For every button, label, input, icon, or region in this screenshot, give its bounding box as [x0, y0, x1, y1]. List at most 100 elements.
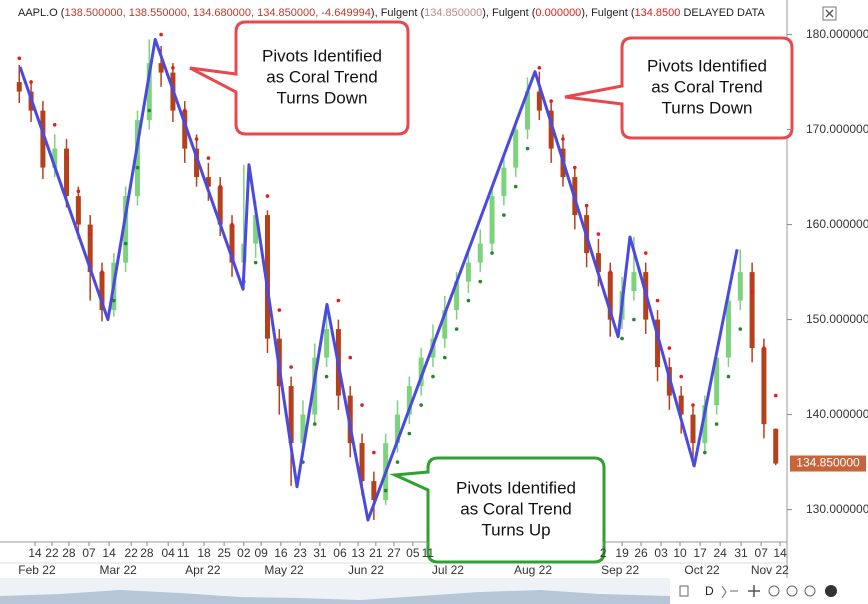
coral-dot: [596, 232, 601, 236]
coral-dot: [549, 99, 553, 103]
coral-dot: [407, 431, 412, 436]
x-tick-label: 07: [82, 546, 96, 560]
candle-body: [40, 110, 46, 168]
coral-dot: [100, 270, 104, 274]
coral-dot: [513, 184, 518, 189]
coral-dot: [691, 403, 695, 407]
coral-dot: [525, 146, 530, 151]
x-tick-label: 05: [406, 546, 420, 560]
coral-dot: [584, 203, 589, 208]
toolbar-icon[interactable]: [679, 585, 689, 597]
callout-text: Turns Down: [661, 98, 752, 117]
candle-body: [678, 395, 684, 415]
candle-body: [52, 148, 58, 168]
x-tick-label: 21: [369, 546, 383, 560]
coral-dot: [454, 327, 459, 331]
y-tick-label: 160.000000: [806, 217, 868, 231]
close-icon: [825, 9, 834, 18]
coral-dot: [726, 374, 731, 379]
header-part: 0.000000: [535, 7, 581, 19]
coral-dot: [383, 488, 388, 493]
coral-dot: [312, 422, 317, 426]
candle-body: [418, 357, 424, 387]
candle-body: [134, 120, 140, 197]
zoom-out[interactable]: [768, 585, 780, 597]
coral-dot: [738, 327, 743, 331]
x-tick-label: 28: [140, 546, 154, 560]
x-tick-label: 18: [197, 546, 211, 560]
callout-box: [189, 20, 410, 136]
toolbar-icon[interactable]: [721, 585, 738, 599]
coral-dot: [714, 422, 719, 426]
candle-body: [607, 272, 613, 320]
x-tick-label: 22: [124, 546, 138, 560]
coral-dot: [632, 317, 636, 322]
coral-dot: [336, 298, 341, 303]
x-tick-label: 17: [693, 546, 707, 560]
x-tick-label: 13: [351, 546, 365, 560]
coral-dot: [194, 137, 199, 141]
coral-dot: [76, 189, 81, 194]
header-part: AAPL.O (: [18, 7, 65, 19]
callout-text: Turns Up: [481, 520, 550, 539]
header-part: 134.8500: [635, 7, 681, 19]
overview-area: [0, 590, 670, 604]
x-tick-label: 24: [714, 546, 728, 560]
header-part: 134.850000: [424, 7, 482, 19]
candle-body: [75, 196, 81, 225]
candle-body: [146, 63, 152, 121]
coral-dot: [348, 355, 353, 360]
header-part: 138.500000, 138.550000, 134.680000, 134.…: [64, 7, 370, 19]
candle-body: [690, 414, 696, 444]
x-tick-label: 09: [254, 546, 268, 560]
coral-dot: [442, 355, 447, 360]
last-price-label: 134.850000: [796, 456, 860, 470]
month-label: Sep 22: [601, 563, 639, 577]
candle-body: [16, 82, 22, 92]
coral-dot: [431, 374, 435, 379]
candle-body: [182, 110, 188, 149]
zoom-in[interactable]: [804, 585, 816, 597]
callout-text: Pivots Identified: [262, 46, 382, 65]
candle-body: [406, 386, 412, 415]
coral-dot: [466, 298, 471, 303]
y-tick-label: 140.000000: [806, 407, 868, 421]
coral-dot: [762, 346, 766, 350]
x-tick-label: 11: [177, 546, 190, 560]
candle-body: [264, 215, 270, 339]
coral-dot: [17, 56, 22, 61]
x-tick-label: 06: [333, 546, 347, 560]
candle-body: [99, 272, 105, 311]
coral-dot: [112, 298, 116, 303]
x-tick-label: 2: [600, 546, 607, 560]
coral-dot: [502, 213, 506, 217]
candle-body: [737, 272, 743, 301]
coral-dot: [64, 156, 69, 160]
candle-body: [513, 129, 519, 168]
callout-box: [389, 456, 606, 564]
coral-dot: [573, 165, 577, 170]
coral-dot: [419, 403, 423, 407]
candle-body: [158, 63, 164, 73]
coral-dot: [773, 393, 778, 398]
x-tick-label: 19: [615, 546, 629, 560]
pan-icon[interactable]: [748, 585, 760, 597]
pivot-zigzag: [18, 37, 739, 522]
coral-dot: [218, 184, 222, 189]
month-label: May 22: [264, 563, 304, 577]
coral-dot: [360, 403, 364, 407]
coral-dot: [324, 374, 329, 379]
candle-body: [465, 262, 471, 282]
period-button[interactable]: D: [705, 584, 714, 598]
palette-icon[interactable]: [825, 585, 837, 597]
zoom-reset[interactable]: [786, 585, 798, 597]
callout-text: as Coral Trend: [460, 499, 572, 518]
coral-dot: [620, 336, 624, 341]
x-tick-label: 11: [422, 546, 435, 560]
callout-text: Turns Down: [276, 88, 367, 107]
coral-dot: [277, 308, 282, 312]
coral-dot: [750, 289, 754, 293]
x-tick-label: 04: [162, 546, 176, 560]
